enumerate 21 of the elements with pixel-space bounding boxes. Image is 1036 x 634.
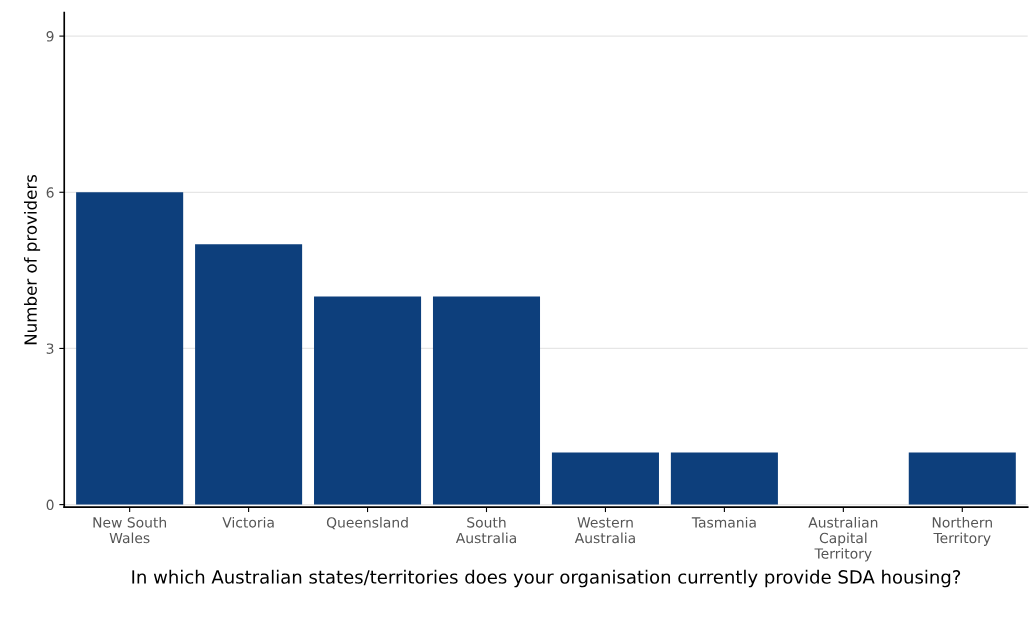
x-tick-label: Tasmania [691, 516, 756, 528]
x-tick-label: Victoria [222, 516, 274, 528]
x-tick-label: New South Wales [93, 516, 167, 544]
x-tick-label: Australian Capital Territory [808, 516, 878, 562]
y-tick-label: 0 [46, 499, 54, 511]
x-tick-label: Queensland [326, 516, 408, 530]
bar [76, 192, 184, 505]
x-tick-label: Northern Territory [932, 516, 992, 546]
bar [551, 452, 659, 505]
x-tick-label: Western Australia [574, 517, 635, 544]
bar [195, 244, 303, 505]
y-tick-label: 3 [46, 343, 54, 354]
bar [670, 452, 778, 505]
y-tick-label: 6 [46, 187, 54, 198]
bar [908, 452, 1016, 505]
y-axis-title: Number of providers [23, 174, 41, 345]
x-axis-title: In which Australian states/territories does your organisation currently provide SDA housing? [132, 569, 961, 588]
bar [314, 296, 422, 505]
bar [432, 296, 541, 505]
x-tick-label: South Australia [455, 516, 516, 544]
y-tick-label: 9 [46, 31, 54, 42]
